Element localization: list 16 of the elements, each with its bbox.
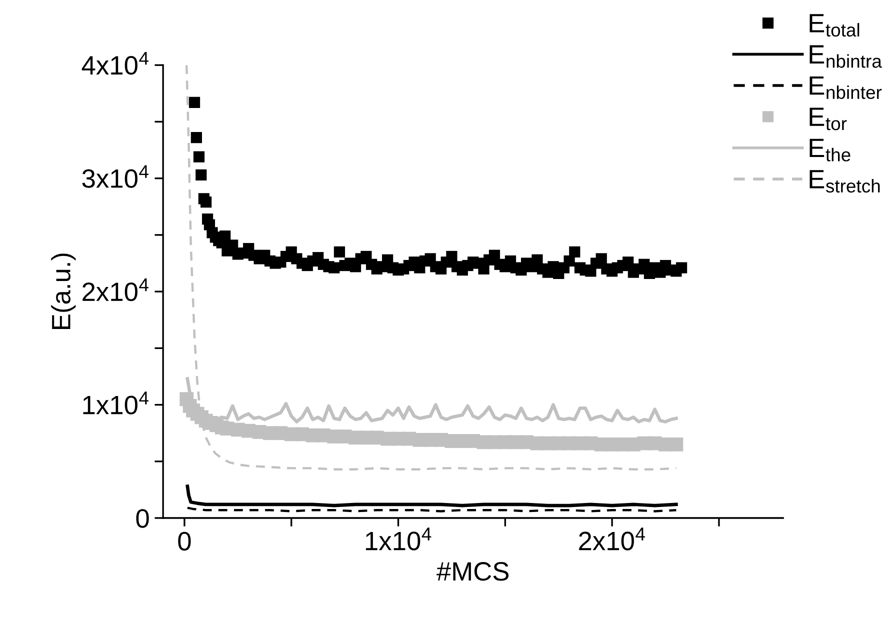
y-tick-label: 1x10$^{4}$ xyxy=(83,392,148,414)
x-axis-title: #MCS xyxy=(436,562,509,581)
legend-label: E$_{tor}$ xyxy=(810,108,847,130)
x-tick-label: 2x10$^{4}$ xyxy=(579,528,645,550)
y-axis-title: E(a.u.) xyxy=(51,254,76,329)
legend-label: E$_{nbinter}$ xyxy=(810,76,882,100)
y-tick-label: 4x10$^{4}$ xyxy=(82,52,148,75)
legend-label: E$_{the}$ xyxy=(810,138,850,162)
x-tick-label: 0 xyxy=(178,532,191,551)
y-tick-label: 2x10$^{4}$ xyxy=(82,278,148,302)
legend-label: E$_{stretch}$ xyxy=(810,170,880,193)
legend-label: E$_{nbintra}$ xyxy=(810,45,882,68)
legend-label: E$_{total}$ xyxy=(810,14,860,37)
x-tick-label: 1x10$^{4}$ xyxy=(366,528,432,550)
y-tick-label: 3x10$^{4}$ xyxy=(82,165,148,188)
y-tick-label: 0 xyxy=(136,509,149,528)
